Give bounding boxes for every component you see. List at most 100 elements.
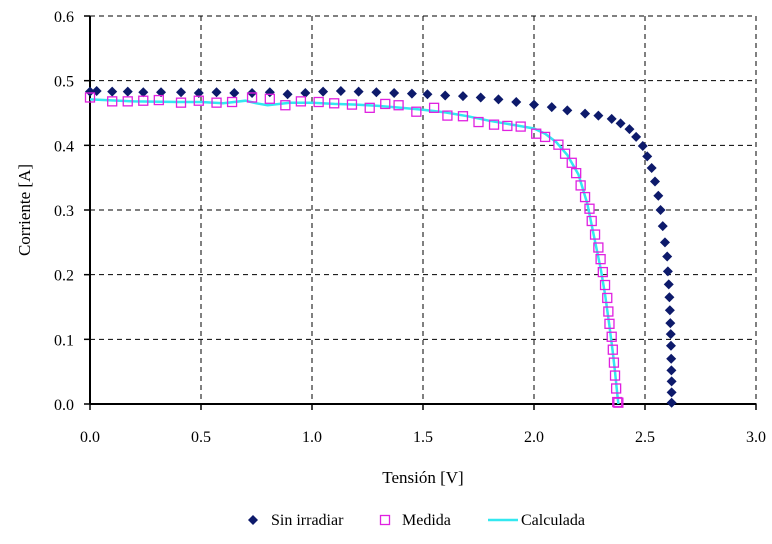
data-point-square xyxy=(515,121,526,132)
x-tick-label: 0.0 xyxy=(80,429,100,446)
data-point-diamond xyxy=(176,87,187,98)
data-point-square xyxy=(280,100,291,111)
data-point-diamond xyxy=(663,279,674,290)
data-point-diamond xyxy=(666,387,677,398)
data-point-diamond xyxy=(422,89,433,100)
x-tick-label: 2.5 xyxy=(635,429,655,446)
data-point-diamond xyxy=(666,397,677,408)
data-point-square xyxy=(610,383,622,394)
legend-label: Sin irradiar xyxy=(271,512,344,529)
legend-label: Medida xyxy=(402,512,451,529)
x-tick-label: 3.0 xyxy=(746,429,766,446)
x-tick-label: 2.0 xyxy=(524,429,544,446)
legend-label: Calculada xyxy=(521,512,585,529)
data-point-square xyxy=(586,215,597,227)
data-point-diamond xyxy=(211,87,222,98)
data-point-square xyxy=(295,96,307,107)
data-point-square xyxy=(571,167,582,179)
data-point-diamond xyxy=(666,353,677,364)
data-point-diamond xyxy=(664,292,675,303)
data-point-diamond xyxy=(122,86,133,97)
gridlines xyxy=(90,15,757,404)
data-point-square xyxy=(589,229,601,240)
x-tick-labels: 0.0 0.5 1.0 1.5 2.0 2.5 3.0 xyxy=(80,429,766,446)
data-point-square xyxy=(246,92,258,103)
data-point-diamond xyxy=(593,110,604,121)
x-tick-label: 1.0 xyxy=(302,429,322,446)
data-point-diamond xyxy=(457,91,468,102)
data-point-diamond xyxy=(475,92,486,103)
data-point-square xyxy=(613,397,624,408)
data-point-square xyxy=(226,96,238,108)
data-point-square xyxy=(609,370,621,381)
data-point-diamond xyxy=(511,97,522,108)
data-point-diamond xyxy=(655,205,666,215)
data-point-diamond xyxy=(624,124,635,135)
data-point-diamond xyxy=(406,88,417,99)
data-point-square xyxy=(603,306,614,317)
data-point-square xyxy=(122,96,133,107)
legend: Sin irradiar Medida Calculada xyxy=(248,512,585,529)
data-point-square xyxy=(559,148,571,159)
x-axis-label: Tensión [V] xyxy=(382,468,463,487)
y-tick-label: 0.1 xyxy=(54,332,74,349)
data-point-diamond xyxy=(631,131,642,142)
data-point-square xyxy=(488,119,500,130)
y-tick-label: 0.6 xyxy=(54,9,74,26)
data-point-diamond xyxy=(646,162,657,173)
data-point-diamond xyxy=(662,266,673,277)
x-tick-label: 0.5 xyxy=(191,429,211,446)
data-point-square xyxy=(346,99,358,110)
legend-item-calculada: Calculada xyxy=(488,512,585,529)
data-point-square xyxy=(579,191,591,203)
y-tick-label: 0.0 xyxy=(54,397,74,414)
y-tick-labels: 0.0 0.1 0.2 0.3 0.4 0.5 0.6 xyxy=(54,9,74,414)
legend-marker-square xyxy=(379,514,391,526)
data-point-square xyxy=(597,266,608,278)
data-point-diamond xyxy=(664,305,675,316)
data-point-square xyxy=(329,98,340,109)
data-point-square xyxy=(607,344,618,355)
data-point-diamond xyxy=(353,86,364,97)
legend-item-sin-irradiar: Sin irradiar xyxy=(248,512,344,529)
series-sin-irradiar xyxy=(85,86,677,408)
y-tick-label: 0.4 xyxy=(54,138,74,155)
data-point-square xyxy=(138,95,149,106)
data-point-square xyxy=(313,96,324,108)
data-point-square xyxy=(211,97,222,108)
x-tick-label: 1.5 xyxy=(413,429,433,446)
data-point-diamond xyxy=(637,140,648,151)
y-tick-label: 0.5 xyxy=(54,74,74,91)
data-point-diamond xyxy=(665,318,676,329)
data-point-diamond xyxy=(371,87,382,98)
data-point-square xyxy=(604,318,615,329)
data-point-square xyxy=(393,100,404,111)
y-tick-label: 0.3 xyxy=(54,203,74,220)
y-tick-label: 0.2 xyxy=(54,268,74,285)
data-point-square xyxy=(107,96,118,107)
data-point-diamond xyxy=(665,329,676,340)
data-point-diamond xyxy=(653,190,664,201)
data-point-square xyxy=(502,120,513,132)
data-point-diamond xyxy=(335,86,346,97)
data-point-diamond xyxy=(546,102,557,113)
data-point-square xyxy=(599,279,611,291)
data-point-square xyxy=(553,139,564,150)
data-point-square xyxy=(539,131,551,143)
data-point-diamond xyxy=(659,237,670,248)
data-point-square xyxy=(566,157,577,168)
data-point-square xyxy=(175,97,187,108)
legend-marker-diamond xyxy=(248,515,258,525)
data-point-diamond xyxy=(649,176,660,187)
data-point-diamond xyxy=(300,87,311,98)
data-point-diamond xyxy=(666,376,677,387)
data-point-square xyxy=(153,94,164,106)
legend-item-medida: Medida xyxy=(379,512,451,529)
data-point-diamond xyxy=(662,251,673,262)
data-point-diamond xyxy=(666,365,677,376)
data-point-diamond xyxy=(282,89,293,100)
data-point-square xyxy=(380,98,391,110)
data-point-diamond xyxy=(389,87,400,98)
data-point-square xyxy=(595,253,606,265)
data-point-diamond xyxy=(642,151,653,162)
